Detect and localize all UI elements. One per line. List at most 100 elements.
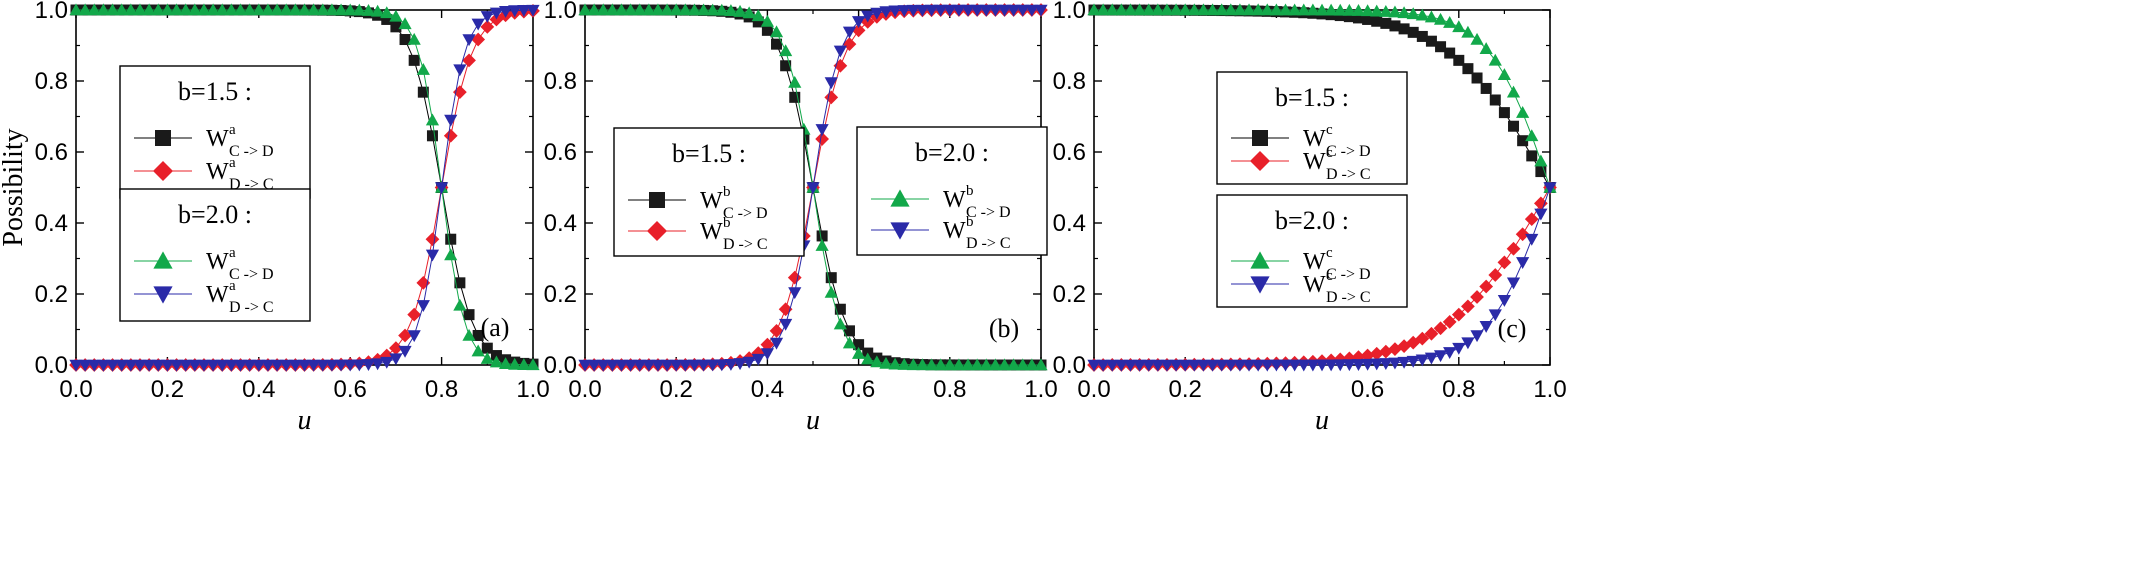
y-tick-label: 0.8	[35, 68, 68, 95]
legend-label-sub: C -> D	[229, 266, 274, 283]
legend-label-sub: C -> D	[1326, 266, 1371, 283]
series-2-point	[1087, 3, 1101, 16]
legend-marker	[649, 192, 665, 208]
series-2-point	[151, 3, 165, 16]
series-3-point	[325, 359, 339, 372]
series-1-point	[1524, 212, 1539, 226]
y-tick-label: 0.8	[544, 68, 577, 95]
series-3-point	[651, 359, 665, 372]
series-3-point	[1543, 182, 1557, 195]
y-tick-label: 0.0	[1053, 352, 1086, 379]
legend-label: W	[206, 126, 229, 152]
legend-marker	[1250, 151, 1270, 171]
series-3-point	[1433, 350, 1448, 363]
series-2-point	[660, 3, 674, 16]
series-2-point	[1269, 3, 1283, 16]
series-0-point	[1407, 26, 1419, 38]
series-2-point	[124, 3, 138, 16]
series-1-point	[1451, 307, 1466, 322]
series-2-point	[224, 3, 238, 16]
series-3-point	[1215, 359, 1229, 372]
series-3-point	[815, 124, 829, 136]
series-2-point	[1415, 8, 1429, 21]
series-2-point	[69, 3, 83, 16]
series-3-point	[115, 359, 129, 372]
series-2-point	[1370, 4, 1384, 17]
series-0-point	[1471, 72, 1483, 84]
series-2-point	[1169, 3, 1183, 16]
series-2-point	[243, 3, 257, 16]
series-3-point	[316, 359, 330, 372]
series-3-point	[934, 4, 948, 17]
series-2-point	[105, 3, 120, 16]
series-2-point	[733, 4, 747, 17]
series-3-point	[578, 359, 592, 372]
series-2-point	[425, 113, 440, 126]
series-2-point	[215, 3, 229, 16]
legend-label: W	[1303, 249, 1326, 275]
series-3-point	[307, 359, 321, 372]
series-3-point	[1160, 359, 1174, 372]
series-0-point	[1435, 41, 1447, 53]
series-2-point	[261, 3, 275, 16]
series-2-point	[1278, 3, 1293, 16]
series-3-point	[1443, 347, 1457, 359]
series-2-point	[517, 358, 531, 371]
series-2-point	[979, 358, 993, 371]
legend-title: b=2.0 :	[915, 138, 989, 167]
series-3-point	[160, 359, 174, 372]
series-1-point	[389, 341, 403, 356]
series-3-point	[669, 359, 683, 372]
panel-b: 0.0 0.2 0.4 0.6 0.8 1.0 0.0 0.2 0.4 0.6 0.8 1.0 u b=1…	[544, 0, 1058, 436]
series-3-point	[279, 359, 293, 372]
series-2-point	[288, 3, 302, 16]
series-3-point	[1306, 359, 1320, 372]
series-3-point	[1370, 358, 1384, 371]
series-3-point	[1034, 4, 1048, 17]
x-tick-label: 0.8	[1442, 376, 1475, 403]
series-2-point	[924, 358, 939, 371]
series-1-point	[824, 90, 839, 105]
series-1-point	[769, 323, 784, 338]
series-3-point	[288, 359, 302, 372]
series-2-point	[1288, 3, 1302, 16]
series-1-point	[815, 132, 829, 146]
series-0-point	[761, 24, 773, 36]
series-3-point	[1016, 4, 1030, 17]
series-3-point	[1379, 358, 1393, 371]
series-2-point	[1187, 3, 1201, 16]
x-tick-label: 0.0	[1077, 376, 1110, 403]
x-tick-label: 0.4	[1260, 376, 1293, 403]
series-3-point	[425, 249, 440, 262]
legend-0: b=1.5 :W cC -> DW cD -> C	[1216, 71, 1408, 185]
series-3-point	[444, 114, 458, 127]
legend-0: b=1.5 :W aC -> DW aD -> C	[119, 65, 311, 199]
series-2-point	[115, 3, 129, 16]
series-3-point	[605, 359, 619, 372]
series-3-point	[334, 359, 348, 372]
series-3-point	[489, 7, 504, 20]
series-3-point	[997, 4, 1012, 17]
series-3-point	[1288, 359, 1302, 372]
series-3-point	[824, 77, 838, 90]
series-3-point	[660, 359, 674, 372]
series-3-point	[706, 359, 720, 372]
legend-box	[856, 126, 1048, 256]
series-2-point	[334, 3, 348, 16]
series-3-point	[1269, 359, 1283, 372]
x-tick-label: 0.6	[1351, 376, 1384, 403]
legend-label-sup: a	[229, 278, 236, 294]
series-2-point	[879, 356, 893, 369]
series-3-point	[453, 64, 467, 77]
series-3-point	[751, 353, 765, 366]
series-3-point	[596, 359, 610, 372]
series-3-point	[243, 359, 257, 372]
series-2-point	[1007, 358, 1021, 371]
series-2-point	[1315, 3, 1329, 16]
series-0-point	[445, 233, 457, 245]
series-2-point	[833, 317, 847, 330]
series-2-point	[870, 355, 884, 368]
series-3-point	[1488, 309, 1502, 322]
series-1-point	[1369, 346, 1384, 361]
series-0-point	[1535, 166, 1547, 178]
